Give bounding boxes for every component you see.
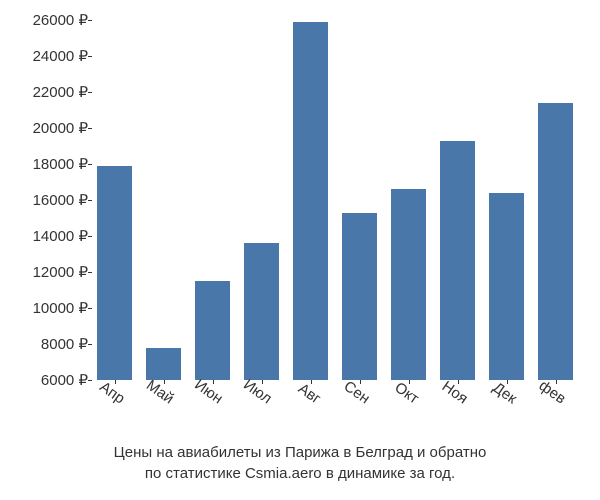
bar [342, 213, 376, 380]
y-tick-mark [88, 128, 92, 129]
y-tick-label: 8000 ₽ [41, 335, 88, 353]
x-tick-mark [556, 380, 557, 384]
bars-group [90, 20, 580, 380]
y-tick-label: 6000 ₽ [41, 371, 88, 389]
bar [440, 141, 474, 380]
y-tick-mark [88, 272, 92, 273]
y-tick-mark [88, 20, 92, 21]
y-tick-label: 22000 ₽ [33, 83, 88, 101]
bar [293, 22, 327, 380]
x-tick-mark [311, 380, 312, 384]
bar [146, 348, 180, 380]
price-chart: 6000 ₽ 8000 ₽ 10000 ₽ 12000 ₽ 14000 ₽ 16000 ₽… [0, 0, 600, 500]
y-tick-mark [88, 308, 92, 309]
chart-caption: Цены на авиабилеты из Парижа в Белград и… [0, 442, 600, 484]
x-tick-label: фев [535, 377, 568, 407]
y-tick-mark [88, 380, 92, 381]
y-axis: 6000 ₽8000 ₽10000 ₽12000 ₽14000 ₽16000 ₽… [0, 20, 88, 380]
y-tick-label: 24000 ₽ [33, 47, 88, 65]
bar [195, 281, 229, 380]
bar [391, 189, 425, 380]
y-tick-mark [88, 200, 92, 201]
x-tick-mark [409, 380, 410, 384]
x-axis: АпрМайИюнИюлАвгСенОктНояДекфев [90, 384, 580, 444]
x-tick-label: Дек [489, 379, 519, 407]
x-tick-mark [115, 380, 116, 384]
y-tick-mark [88, 344, 92, 345]
y-tick-mark [88, 236, 92, 237]
y-tick-label: 12000 ₽ [33, 263, 88, 281]
x-tick-label: Май [143, 377, 177, 408]
y-tick-mark [88, 92, 92, 93]
bar [489, 193, 523, 380]
y-tick-label: 16000 ₽ [33, 191, 88, 209]
x-tick-label: Июн [191, 376, 226, 407]
x-tick-mark [262, 380, 263, 384]
x-tick-label: Авг [294, 380, 323, 407]
y-tick-label: 18000 ₽ [33, 155, 88, 173]
caption-line-1: Цены на авиабилеты из Парижа в Белград и… [20, 442, 580, 463]
y-tick-label: 14000 ₽ [33, 227, 88, 245]
bar [97, 166, 131, 380]
y-tick-mark [88, 164, 92, 165]
y-tick-label: 10000 ₽ [33, 299, 88, 317]
bar [538, 103, 572, 380]
y-tick-label: 26000 ₽ [33, 11, 88, 29]
x-tick-mark [213, 380, 214, 384]
y-tick-mark [88, 56, 92, 57]
caption-line-2: по статистике Csmia.aero в динамике за г… [20, 463, 580, 484]
x-tick-label: Сен [340, 378, 372, 408]
x-tick-mark [507, 380, 508, 384]
x-tick-label: Ноя [438, 378, 470, 408]
x-tick-label: Июл [240, 376, 275, 407]
x-tick-label: Апр [96, 378, 127, 407]
y-tick-label: 20000 ₽ [33, 119, 88, 137]
x-tick-mark [458, 380, 459, 384]
bar [244, 243, 278, 380]
x-tick-label: Окт [391, 379, 421, 407]
x-tick-mark [164, 380, 165, 384]
x-tick-mark [360, 380, 361, 384]
plot-area [90, 20, 580, 380]
